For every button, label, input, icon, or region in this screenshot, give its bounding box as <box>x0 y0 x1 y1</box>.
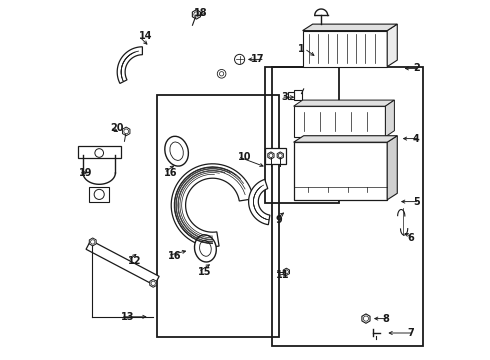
Text: 2: 2 <box>413 63 419 73</box>
Bar <box>265 67 339 203</box>
Bar <box>272 67 423 346</box>
Polygon shape <box>303 24 397 31</box>
Circle shape <box>364 316 368 321</box>
Bar <box>265 148 286 164</box>
Circle shape <box>220 72 224 76</box>
Bar <box>294 90 301 100</box>
Text: 5: 5 <box>413 197 419 207</box>
Polygon shape <box>387 136 397 200</box>
Bar <box>157 95 279 337</box>
Text: 11: 11 <box>275 270 289 280</box>
Polygon shape <box>294 136 397 142</box>
Text: 7: 7 <box>408 328 414 338</box>
Bar <box>288 92 294 99</box>
Polygon shape <box>283 268 290 275</box>
Polygon shape <box>362 314 370 323</box>
Polygon shape <box>268 152 274 159</box>
Circle shape <box>124 129 128 134</box>
Polygon shape <box>122 127 130 136</box>
Polygon shape <box>89 238 96 246</box>
Polygon shape <box>277 152 283 159</box>
Text: 18: 18 <box>194 8 207 18</box>
Circle shape <box>91 240 95 244</box>
Bar <box>299 111 380 132</box>
Circle shape <box>235 54 245 64</box>
Text: 13: 13 <box>121 312 134 322</box>
Text: 8: 8 <box>382 314 389 324</box>
Bar <box>301 150 379 192</box>
Text: 12: 12 <box>128 256 142 266</box>
Circle shape <box>284 270 289 274</box>
Polygon shape <box>86 240 159 285</box>
Text: 3: 3 <box>281 92 288 102</box>
Polygon shape <box>294 106 386 137</box>
Polygon shape <box>150 279 157 287</box>
Circle shape <box>151 281 155 285</box>
Polygon shape <box>77 146 121 158</box>
Ellipse shape <box>165 136 188 166</box>
Circle shape <box>217 69 226 78</box>
Text: 10: 10 <box>238 152 251 162</box>
Text: 4: 4 <box>413 134 419 144</box>
Text: 19: 19 <box>79 168 92 178</box>
Text: 14: 14 <box>139 31 152 41</box>
Polygon shape <box>387 24 397 67</box>
Text: 20: 20 <box>110 123 123 133</box>
Text: 15: 15 <box>198 267 212 277</box>
Ellipse shape <box>195 235 216 262</box>
Polygon shape <box>294 142 387 200</box>
Circle shape <box>194 12 199 17</box>
Polygon shape <box>386 100 394 137</box>
Polygon shape <box>193 10 200 19</box>
Circle shape <box>278 153 282 158</box>
Text: 16: 16 <box>164 168 177 178</box>
Text: 6: 6 <box>408 233 414 243</box>
Text: 9: 9 <box>275 215 282 225</box>
Polygon shape <box>89 187 109 202</box>
Text: 16: 16 <box>168 251 181 261</box>
Polygon shape <box>117 47 143 84</box>
Text: 1: 1 <box>297 44 304 54</box>
Polygon shape <box>171 164 253 247</box>
Circle shape <box>364 316 368 321</box>
Circle shape <box>95 149 103 157</box>
Circle shape <box>94 189 104 199</box>
Circle shape <box>269 153 273 158</box>
Polygon shape <box>248 179 270 225</box>
Text: 17: 17 <box>251 54 265 64</box>
Polygon shape <box>303 31 387 67</box>
Polygon shape <box>294 100 394 106</box>
